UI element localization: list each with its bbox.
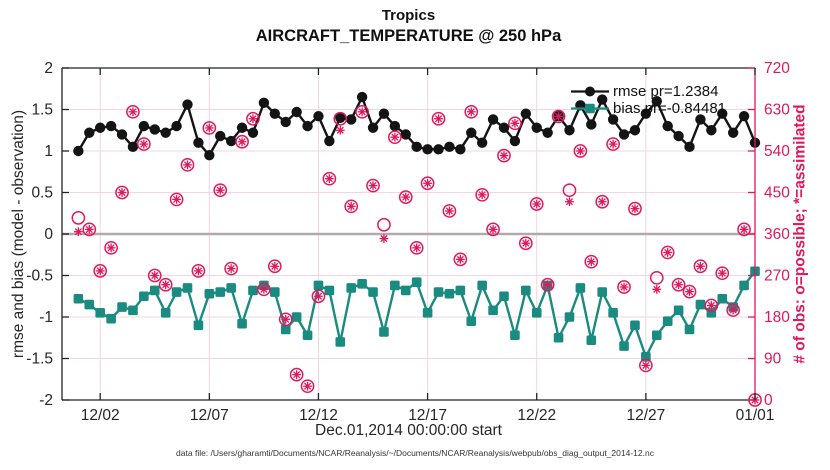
svg-text:-1.5: -1.5 bbox=[26, 351, 53, 368]
rmse-line-marker-icon bbox=[571, 86, 609, 97]
tick-marks bbox=[62, 67, 756, 401]
bias-line-marker-icon bbox=[571, 103, 609, 114]
svg-text:90: 90 bbox=[764, 351, 782, 368]
left-axis-label: rmse and bias (model - observation) bbox=[10, 109, 27, 359]
svg-text:1.5: 1.5 bbox=[31, 102, 53, 119]
possible-obs-markers bbox=[71, 104, 762, 407]
data-file-path: data file: /Users/gharamti/Documents/NCA… bbox=[176, 448, 654, 458]
legend-item-bias: bias pr=-0.84481 bbox=[570, 100, 726, 117]
svg-text:360: 360 bbox=[764, 226, 790, 243]
title-block: Tropics AIRCRAFT_TEMPERATURE @ 250 hPa bbox=[62, 6, 755, 47]
svg-text:180: 180 bbox=[764, 309, 790, 326]
svg-text:12/27: 12/27 bbox=[626, 407, 665, 424]
svg-text:01/01: 01/01 bbox=[736, 407, 775, 424]
svg-text:12/22: 12/22 bbox=[517, 407, 556, 424]
right-tick-labels: 0 90 180 270 360 450 540 630 720 bbox=[764, 60, 790, 409]
svg-text:12/12: 12/12 bbox=[299, 407, 338, 424]
assimilated-obs-markers bbox=[73, 107, 760, 405]
legend-rmse-label: rmse pr=1.2384 bbox=[613, 83, 719, 100]
svg-text:-2: -2 bbox=[39, 392, 53, 409]
svg-text:12/07: 12/07 bbox=[190, 407, 229, 424]
svg-text:540: 540 bbox=[764, 143, 790, 160]
chart-subtitle: AIRCRAFT_TEMPERATURE @ 250 hPa bbox=[255, 27, 562, 45]
x-tick-labels: 12/02 12/07 12/12 12/17 12/22 12/27 01/01 bbox=[81, 407, 775, 424]
bias-series bbox=[73, 266, 760, 362]
x-axis-title: Dec.01,2014 00:00:00 start bbox=[315, 422, 502, 439]
svg-text:630: 630 bbox=[764, 102, 790, 119]
svg-text:720: 720 bbox=[764, 60, 790, 77]
rmse-series bbox=[73, 91, 761, 161]
svg-text:0: 0 bbox=[44, 226, 53, 243]
svg-text:0: 0 bbox=[764, 392, 773, 409]
svg-text:12/02: 12/02 bbox=[81, 407, 120, 424]
legend-bias-label: bias pr=-0.84481 bbox=[613, 100, 726, 117]
svg-text:2: 2 bbox=[44, 60, 53, 77]
svg-text:270: 270 bbox=[764, 268, 790, 285]
chart-title: Tropics bbox=[381, 7, 436, 24]
legend-item-rmse: rmse pr=1.2384 bbox=[570, 83, 726, 100]
left-tick-labels: -2 -1.5 -1 -0.5 0 0.5 1 1.5 2 bbox=[26, 60, 53, 409]
svg-text:0.5: 0.5 bbox=[31, 185, 53, 202]
right-axis-label: # of obs: o=possible; *=assimilated bbox=[791, 104, 809, 364]
svg-text:450: 450 bbox=[764, 185, 790, 202]
svg-text:-1: -1 bbox=[39, 309, 53, 326]
legend: rmse pr=1.2384 bias pr=-0.84481 bbox=[570, 83, 726, 117]
svg-text:12/17: 12/17 bbox=[408, 407, 447, 424]
svg-text:-0.5: -0.5 bbox=[26, 268, 53, 285]
svg-text:1: 1 bbox=[44, 143, 53, 160]
